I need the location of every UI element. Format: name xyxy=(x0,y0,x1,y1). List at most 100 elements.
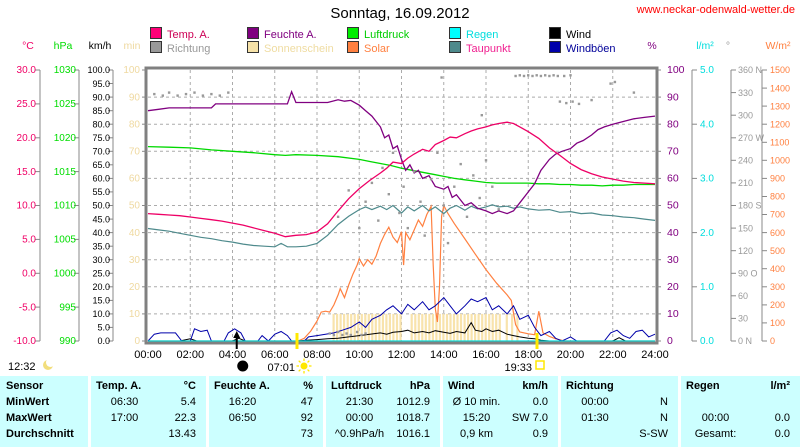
legend-label: Luftdruck xyxy=(364,29,410,41)
table-header: Regen xyxy=(686,380,720,392)
svg-text:90.0: 90.0 xyxy=(92,92,110,102)
table-cell-value: 1016.1 xyxy=(396,428,430,440)
sunset-icon xyxy=(535,360,545,370)
svg-text:10.0: 10.0 xyxy=(92,309,110,319)
taupunkt-swatch-icon xyxy=(449,41,461,53)
x-tick-label: 04:00 xyxy=(219,349,247,361)
table-divider xyxy=(678,376,681,447)
table-header-unit: km/h xyxy=(522,380,548,392)
legend-item-wind: Wind xyxy=(549,27,591,41)
svg-text:20.0: 20.0 xyxy=(17,133,37,144)
windboeen-swatch-icon xyxy=(549,41,561,53)
svg-text:10: 10 xyxy=(667,308,679,320)
svg-text:150: 150 xyxy=(738,223,753,233)
table-header: Feuchte A. xyxy=(214,380,270,392)
svg-text:1400: 1400 xyxy=(770,83,790,93)
svg-text:1025: 1025 xyxy=(54,99,77,110)
svg-text:500: 500 xyxy=(770,246,785,256)
svg-text:100: 100 xyxy=(770,318,785,328)
svg-text:120: 120 xyxy=(738,246,753,256)
svg-text:1030: 1030 xyxy=(54,65,77,76)
svg-text:50.0: 50.0 xyxy=(92,201,110,211)
legend-item-taupunkt: Taupunkt xyxy=(449,41,511,55)
windspeed-axis-unit: km/h xyxy=(89,40,112,52)
table-divider xyxy=(558,376,561,447)
x-tick-label: 20:00 xyxy=(557,349,585,361)
svg-text:10: 10 xyxy=(129,309,141,320)
x-tick-label: 18:00 xyxy=(515,349,543,361)
svg-text:0.0: 0.0 xyxy=(97,336,110,346)
svg-text:60: 60 xyxy=(667,173,679,185)
rain-axis-unit: l/m² xyxy=(696,40,714,52)
svg-text:200: 200 xyxy=(770,300,785,310)
svg-text:50: 50 xyxy=(129,201,141,212)
table-header-unit: °C xyxy=(183,380,196,392)
svg-text:3.0: 3.0 xyxy=(700,174,714,185)
table-cell-time: Ø 10 min. xyxy=(452,396,501,408)
x-tick-label: 10:00 xyxy=(346,349,374,361)
svg-text:50: 50 xyxy=(667,200,679,212)
legend-item-temp-a: Temp. A. xyxy=(150,27,210,41)
weather-chart: 30.025.020.015.010.05.00.0-5.0-10.0°C103… xyxy=(8,40,791,374)
svg-text:30.0: 30.0 xyxy=(17,65,37,76)
svg-text:60.0: 60.0 xyxy=(92,174,110,184)
feuchte-a-swatch-icon xyxy=(247,27,259,39)
svg-text:60: 60 xyxy=(129,174,141,185)
svg-text:5.0: 5.0 xyxy=(97,323,110,333)
wind-swatch-icon xyxy=(549,27,561,39)
sunshine-axis-unit: min xyxy=(124,40,141,52)
solar-swatch-icon xyxy=(347,41,359,53)
sunset-time: 19:33 xyxy=(504,362,532,374)
solar-axis-unit: W/m² xyxy=(765,40,791,52)
svg-text:90: 90 xyxy=(129,92,141,103)
table-cell-time: 17:00 xyxy=(110,412,139,424)
table-header: Temp. A. xyxy=(96,380,142,392)
legend-item-feuchte-a: Feuchte A. xyxy=(247,27,317,41)
table-cell-value: 92 xyxy=(300,412,313,424)
table-cell-value: SW 7.0 xyxy=(511,412,548,424)
svg-text:1000: 1000 xyxy=(54,268,77,279)
direction-axis-unit: ° xyxy=(726,40,730,52)
svg-text:2.0: 2.0 xyxy=(700,228,714,239)
svg-text:70: 70 xyxy=(667,146,679,158)
legend-label: Richtung xyxy=(167,43,211,55)
regen-swatch-icon xyxy=(449,27,461,39)
svg-text:1200: 1200 xyxy=(770,119,790,129)
table-divider xyxy=(440,376,443,447)
website-url[interactable]: www.neckar-odenwald-wetter.de xyxy=(636,4,795,16)
svg-text:75.0: 75.0 xyxy=(92,133,110,143)
svg-text:-10.0: -10.0 xyxy=(13,336,36,347)
rain-axis: 5.0 4.0 3.0 2.0 1.0 0.0 l/m² xyxy=(691,40,714,347)
svg-text:90 O: 90 O xyxy=(738,268,758,278)
svg-text:210: 210 xyxy=(738,178,753,188)
pressure-axis-unit: hPa xyxy=(54,40,73,52)
svg-text:1000: 1000 xyxy=(770,156,790,166)
svg-text:70.0: 70.0 xyxy=(92,147,110,157)
table-cell-time: 06:50 xyxy=(228,412,257,424)
table-header: Richtung xyxy=(566,380,614,392)
windboeen-series xyxy=(147,296,656,342)
table-row-label: MaxWert xyxy=(6,412,52,424)
svg-text:40: 40 xyxy=(667,227,679,239)
svg-text:45.0: 45.0 xyxy=(92,214,110,224)
temp-series xyxy=(147,121,656,238)
svg-text:70: 70 xyxy=(129,147,141,158)
table-divider xyxy=(206,376,209,447)
x-tick-label: 00:00 xyxy=(134,349,162,361)
svg-text:100: 100 xyxy=(667,64,685,76)
legend-label: Windböen xyxy=(566,43,616,55)
svg-text:30.0: 30.0 xyxy=(92,255,110,265)
table-cell-time: 00:00 xyxy=(581,396,609,408)
svg-text:20: 20 xyxy=(129,282,141,293)
temp-a-swatch-icon xyxy=(150,27,162,39)
table-cell-value: 1018.7 xyxy=(396,412,430,424)
temp-axis: 30.0 25.0 20.0 15.0 10.0 5.0 0.0 -5.0 -10.0 °C xyxy=(13,40,41,347)
svg-text:35.0: 35.0 xyxy=(92,241,110,251)
table-cell-value: S-SW xyxy=(639,428,668,440)
svg-text:1020: 1020 xyxy=(54,133,77,144)
legend-label: Sonnenschein xyxy=(264,43,334,55)
moon-icon xyxy=(43,358,55,370)
legend-label: Regen xyxy=(466,29,499,41)
svg-text:1005: 1005 xyxy=(54,235,77,246)
